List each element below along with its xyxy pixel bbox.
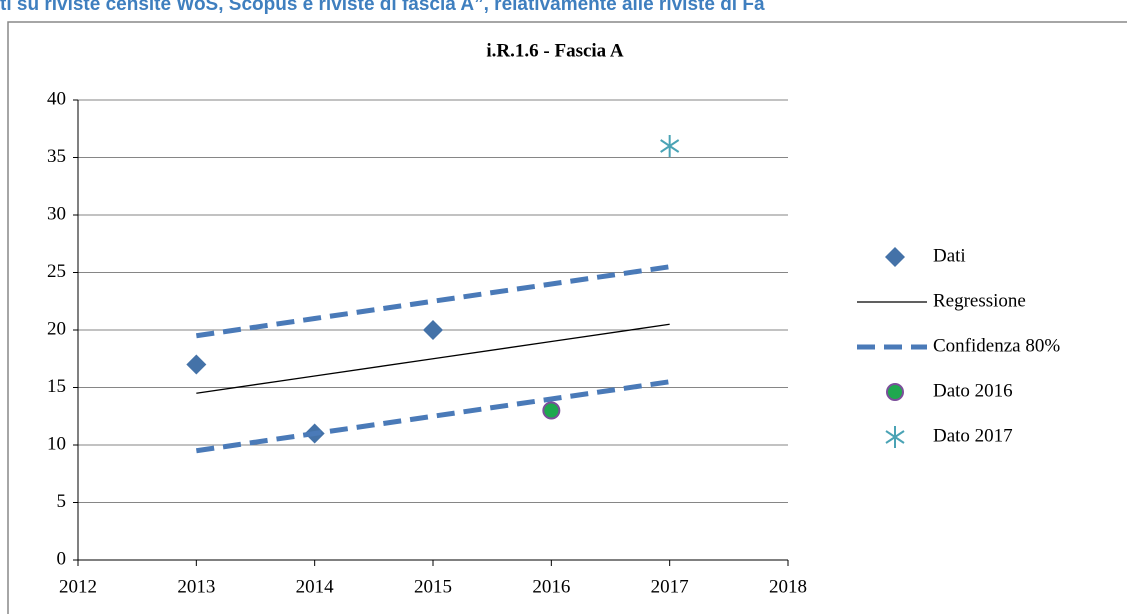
y-tick-label: 40 [47, 88, 66, 109]
point [423, 320, 443, 340]
legend-label: Regressione [933, 290, 1026, 311]
x-tick-label: 2018 [769, 576, 807, 597]
legend-label: Dato 2017 [933, 425, 1013, 446]
legend-swatch [885, 247, 905, 267]
point [186, 354, 207, 375]
x-tick-label: 2017 [651, 576, 689, 597]
x-tick-label: 2012 [59, 576, 97, 597]
x-tick-label: 2016 [532, 576, 570, 597]
y-tick-label: 10 [47, 433, 66, 454]
legend-swatch [885, 426, 905, 448]
chart-frame [7, 21, 1127, 614]
legend-label: Confidenza 80% [933, 335, 1060, 356]
point [542, 401, 561, 420]
y-tick-label: 5 [57, 491, 67, 512]
legend-label: Dato 2016 [933, 380, 1013, 401]
chart-title: i.R.1.6 - Fascia A [486, 40, 623, 61]
legend-swatch [886, 383, 904, 401]
regression-line [196, 323, 670, 394]
y-tick-label: 30 [47, 203, 66, 224]
y-tick-label: 0 [57, 548, 67, 569]
header-text: ti su riviste censite WoS, Scopus e rivi… [0, 0, 765, 15]
y-tick-label: 20 [47, 318, 66, 339]
asterisk-stroke [885, 430, 905, 444]
asterisk-stroke [660, 139, 680, 153]
confidence-line [195, 379, 671, 454]
y-tick-label: 15 [47, 376, 66, 397]
x-tick-label: 2014 [296, 576, 335, 597]
legend-label: Dati [933, 245, 966, 266]
x-tick-label: 2015 [414, 576, 452, 597]
y-tick-label: 25 [47, 261, 66, 282]
point [660, 135, 680, 157]
x-tick-label: 2013 [177, 576, 215, 597]
y-tick-label: 35 [47, 146, 66, 167]
